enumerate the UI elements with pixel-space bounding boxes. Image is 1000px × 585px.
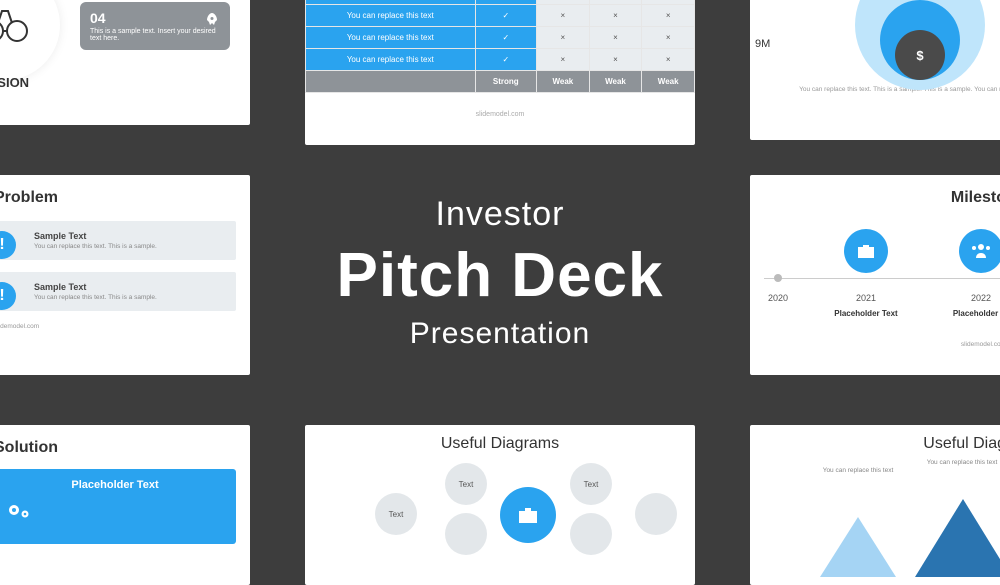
table-cell: × [537, 27, 590, 49]
problem-title: Problem [0, 189, 236, 207]
diagram-node: Text [375, 493, 417, 535]
diagram-node-center [500, 487, 556, 543]
year-label: 2021 [856, 293, 876, 303]
table-cell: × [642, 5, 695, 27]
pyramid-caption: You can replace this text [818, 467, 898, 474]
slide-problem: Problem ! Sample Text You can replace th… [0, 175, 250, 375]
node-diagram: Text Text Text [315, 463, 685, 543]
table-row-label: You can replace this text [306, 49, 476, 71]
diagrams-title: Useful Diagrams [315, 435, 685, 453]
briefcase-icon [844, 229, 888, 273]
slide-footer: slidemodel.com [0, 323, 236, 330]
card-text: This is a sample text. Insert your desir… [90, 28, 220, 42]
alert-icon: ! [0, 231, 16, 259]
table-cell: × [642, 27, 695, 49]
dollar-icon: $ [916, 48, 923, 63]
table-header: Weak [589, 71, 642, 93]
table-header: Weak [642, 71, 695, 93]
table-row-label: You can replace this text [306, 27, 476, 49]
year-label: 2022 [971, 293, 991, 303]
diagrams-title: Useful Diag [760, 435, 1000, 453]
table-header: Weak [537, 71, 590, 93]
milestone-label: Placeholder Te [953, 309, 1000, 318]
slide-vision: VISION This is a sample text. Insert you… [0, 0, 250, 125]
diagram-node: Text [445, 463, 487, 505]
table-cell: × [642, 49, 695, 71]
slide-milestones: Milesto 2020 2021 2022 Placeholder Text … [750, 175, 1000, 375]
venn-diagram: $ $ [760, 0, 1000, 80]
slide-market-venn: 99M 9M $ $ You can replace this text. Th… [750, 0, 1000, 140]
pyramid-caption: You can replace this text [922, 459, 1000, 466]
timeline: 2020 2021 2022 Placeholder Text Placehol… [764, 223, 1000, 323]
triangle-icon [820, 517, 896, 577]
diagram-node [570, 513, 612, 555]
table-cell: ✓ [475, 49, 537, 71]
alert-icon: ! [0, 282, 16, 310]
binoculars-icon [0, 0, 60, 80]
people-icon [959, 229, 1000, 273]
item-subtitle: You can replace this text. This is a sam… [34, 243, 224, 250]
problem-item: ! Sample Text You can replace this text.… [0, 272, 236, 311]
slide-footer: slidemodel.com [764, 341, 1000, 348]
problem-item: ! Sample Text You can replace this text.… [0, 221, 236, 260]
slide-diagrams-flow: Useful Diagrams Text Text Text [305, 425, 695, 585]
solution-box: Placeholder Text [0, 469, 236, 544]
milestones-title: Milesto [764, 189, 1000, 207]
slide-solution: Solution Placeholder Text [0, 425, 250, 585]
venn-caption: You can replace this text. This is a sam… [760, 86, 1000, 93]
table-cell: × [589, 5, 642, 27]
table-cell: × [589, 49, 642, 71]
slide-diagrams-pyramid: Useful Diag You can replace this text Yo… [750, 425, 1000, 585]
vision-label: VISION [0, 75, 29, 90]
triangle-icon [915, 499, 1000, 577]
diagram-node [445, 513, 487, 555]
card-number: 04 [90, 10, 220, 26]
item-subtitle: You can replace this text. This is a sam… [34, 294, 224, 301]
rocket-icon [204, 12, 220, 28]
item-title: Sample Text [34, 282, 224, 292]
hero-line3: Presentation [290, 317, 710, 351]
year-label: 2020 [768, 293, 788, 303]
diagram-node [635, 493, 677, 535]
solution-title: Solution [0, 439, 236, 457]
gears-icon [4, 499, 226, 521]
hero-title: Investor Pitch Deck Presentation [290, 195, 710, 351]
comparison-table: You can replace this text✓×××You can rep… [305, 0, 695, 93]
table-cell: ✓ [475, 27, 537, 49]
table-cell: × [537, 49, 590, 71]
hero-line2: Pitch Deck [290, 240, 710, 311]
hero-line1: Investor [290, 195, 710, 234]
box-label: Placeholder Text [4, 479, 226, 491]
table-cell: ✓ [475, 5, 537, 27]
diagram-node: Text [570, 463, 612, 505]
slide-footer: slidemodel.com [305, 111, 695, 118]
item-title: Sample Text [34, 231, 224, 241]
table-header: Strong [475, 71, 537, 93]
slide-comparison-table: You can replace this text✓×××You can rep… [305, 0, 695, 145]
milestone-label: Placeholder Text [834, 309, 897, 318]
vision-card-4: 04 This is a sample text. Insert your de… [80, 2, 230, 50]
table-row-label: You can replace this text [306, 5, 476, 27]
table-cell: × [537, 5, 590, 27]
table-cell: × [589, 27, 642, 49]
